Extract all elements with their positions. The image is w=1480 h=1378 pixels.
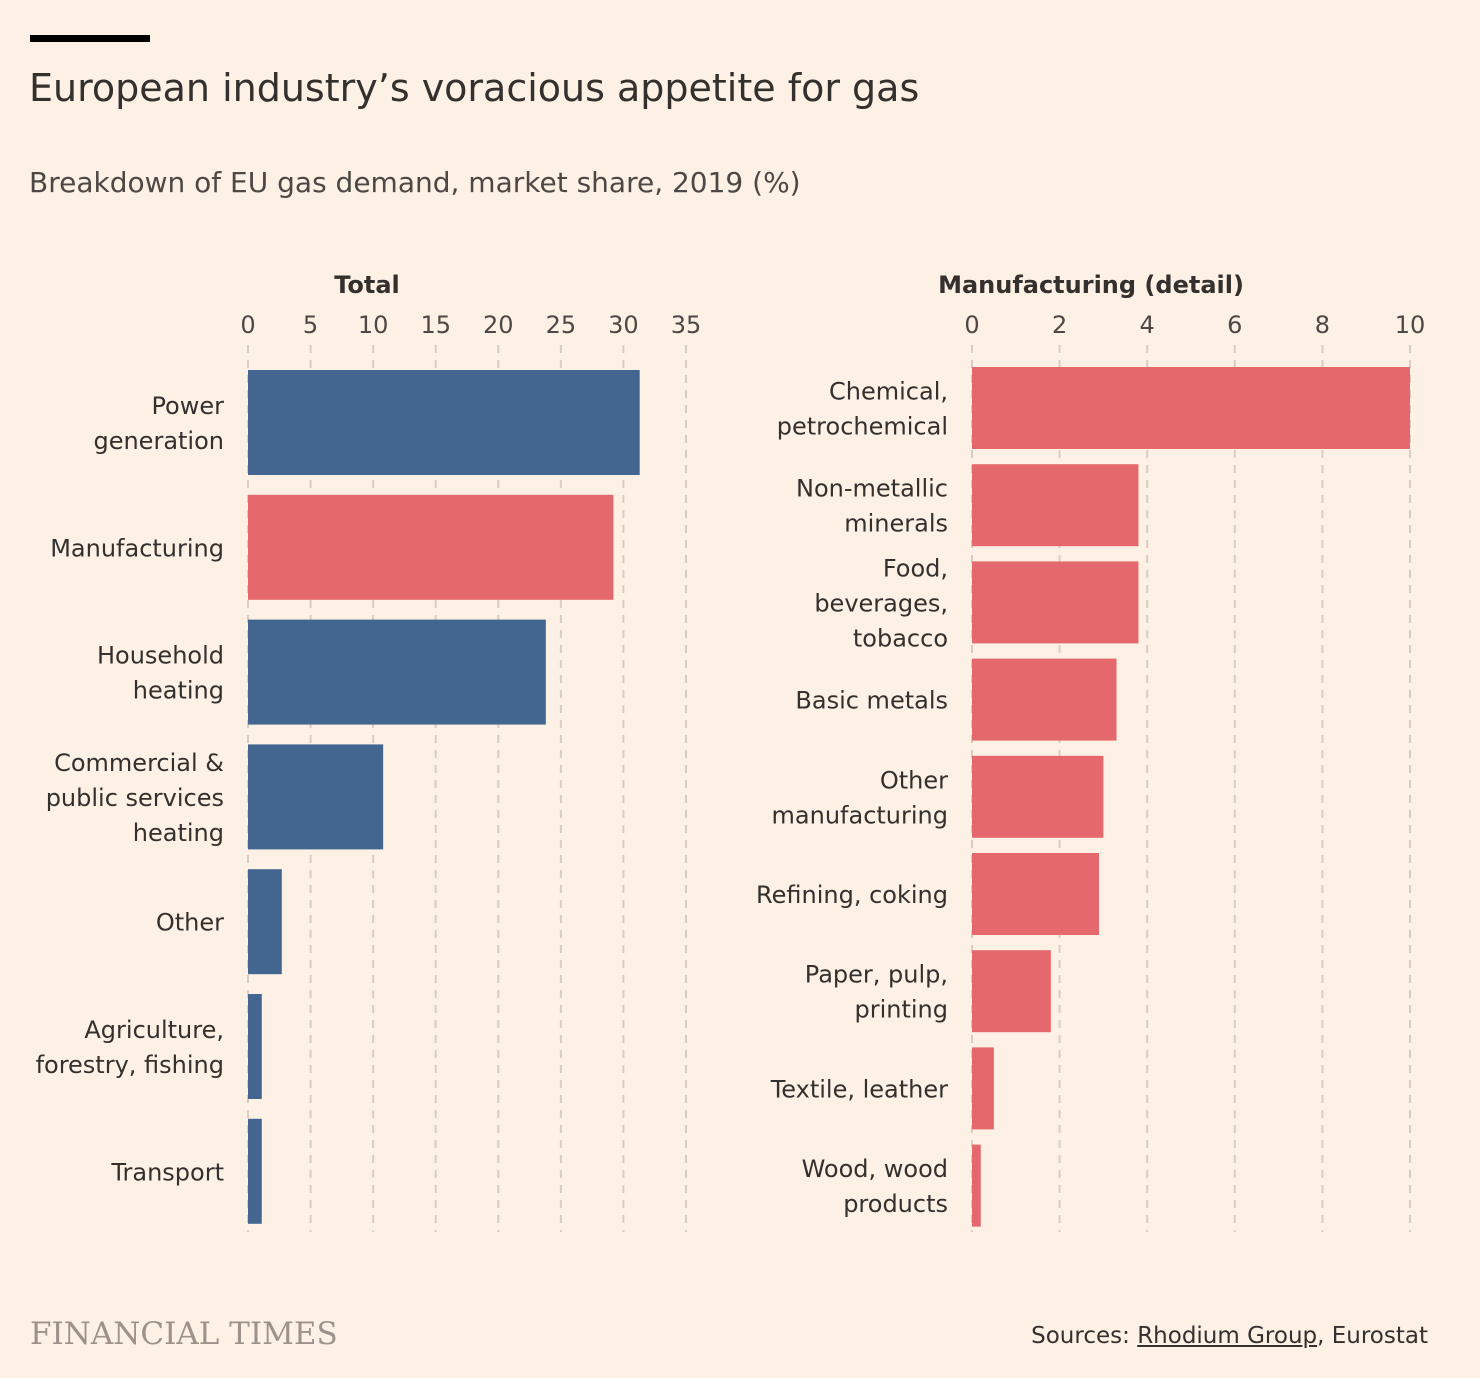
total-panel-title: Total	[334, 271, 400, 299]
total-bar	[248, 494, 614, 600]
manufacturing-bar	[972, 561, 1139, 644]
manufacturing-bar	[972, 1047, 994, 1130]
manufacturing-category-label: minerals	[844, 510, 948, 538]
manufacturing-panel-title: Manufacturing (detail)	[938, 271, 1244, 299]
manufacturing-bar	[972, 464, 1139, 547]
source-prefix: Sources:	[1031, 1323, 1138, 1349]
manufacturing-category-label: manufacturing	[772, 801, 948, 829]
manufacturing-bar	[972, 367, 1410, 449]
total-category-label: Manufacturing	[50, 534, 224, 562]
total-bar	[248, 619, 546, 725]
manufacturing-category-label: products	[843, 1190, 948, 1218]
manufacturing-tick-label: 2	[1052, 311, 1067, 339]
total-category-label: heating	[133, 819, 224, 847]
total-category-label: Commercial &	[54, 749, 224, 777]
manufacturing-tick-label: 8	[1315, 311, 1330, 339]
manufacturing-tick-label: 10	[1395, 311, 1426, 339]
manufacturing-bar	[972, 853, 1100, 935]
manufacturing-category-label: beverages,	[814, 589, 948, 617]
total-category-label: Transport	[110, 1158, 224, 1186]
total-tick-label: 35	[671, 311, 702, 339]
source-link-rhodium[interactable]: Rhodium Group	[1137, 1323, 1318, 1349]
manufacturing-category-label: Non-metallic	[796, 475, 948, 503]
manufacturing-category-label: Chemical,	[829, 378, 948, 406]
total-tick-label: 20	[483, 311, 514, 339]
manufacturing-bar	[972, 658, 1117, 741]
manufacturing-tick-label: 4	[1140, 311, 1155, 339]
total-category-label: heating	[133, 677, 224, 705]
total-tick-label: 0	[240, 311, 255, 339]
source-suffix: , Eurostat	[1317, 1323, 1428, 1349]
total-tick-label: 25	[546, 311, 577, 339]
total-bar	[248, 744, 384, 850]
total-category-label: public services	[46, 784, 224, 812]
chart-subtitle: Breakdown of EU gas demand, market share…	[29, 166, 801, 199]
total-bar	[248, 1118, 262, 1224]
manufacturing-category-label: Refining, coking	[756, 881, 948, 909]
top-rule	[30, 35, 150, 42]
manufacturing-category-label: Other	[880, 766, 948, 794]
manufacturing-bar	[972, 755, 1104, 838]
source-note: Sources: Rhodium Group, Eurostat	[1031, 1323, 1428, 1349]
total-tick-label: 5	[303, 311, 318, 339]
chart-title: European industry’s voracious appetite f…	[29, 66, 920, 110]
total-bar	[248, 370, 640, 475]
total-category-label: Agriculture,	[84, 1016, 224, 1044]
total-bar	[248, 869, 282, 975]
total-category-label: forestry, fishing	[36, 1051, 224, 1079]
manufacturing-tick-label: 6	[1227, 311, 1242, 339]
manufacturing-category-label: Wood, wood	[802, 1155, 948, 1183]
manufacturing-category-label: Basic metals	[795, 687, 948, 715]
total-category-label: Household	[97, 642, 224, 670]
manufacturing-category-label: petrochemical	[777, 413, 948, 441]
total-category-label: Other	[156, 909, 224, 937]
total-category-label: Power	[151, 392, 224, 420]
manufacturing-bar	[972, 1144, 981, 1227]
total-tick-label: 15	[420, 311, 451, 339]
manufacturing-category-label: printing	[854, 996, 948, 1024]
total-category-label: generation	[93, 427, 224, 455]
total-tick-label: 10	[358, 311, 389, 339]
manufacturing-tick-label: 0	[964, 311, 979, 339]
manufacturing-category-label: Paper, pulp,	[805, 961, 948, 989]
manufacturing-category-label: Textile, leather	[770, 1075, 948, 1103]
manufacturing-category-label: Food,	[883, 554, 948, 582]
manufacturing-bar	[972, 950, 1051, 1033]
total-tick-label: 30	[608, 311, 639, 339]
total-bar	[248, 994, 262, 1099]
manufacturing-category-label: tobacco	[853, 624, 948, 652]
ft-logo: FINANCIAL TIMES	[30, 1316, 338, 1352]
